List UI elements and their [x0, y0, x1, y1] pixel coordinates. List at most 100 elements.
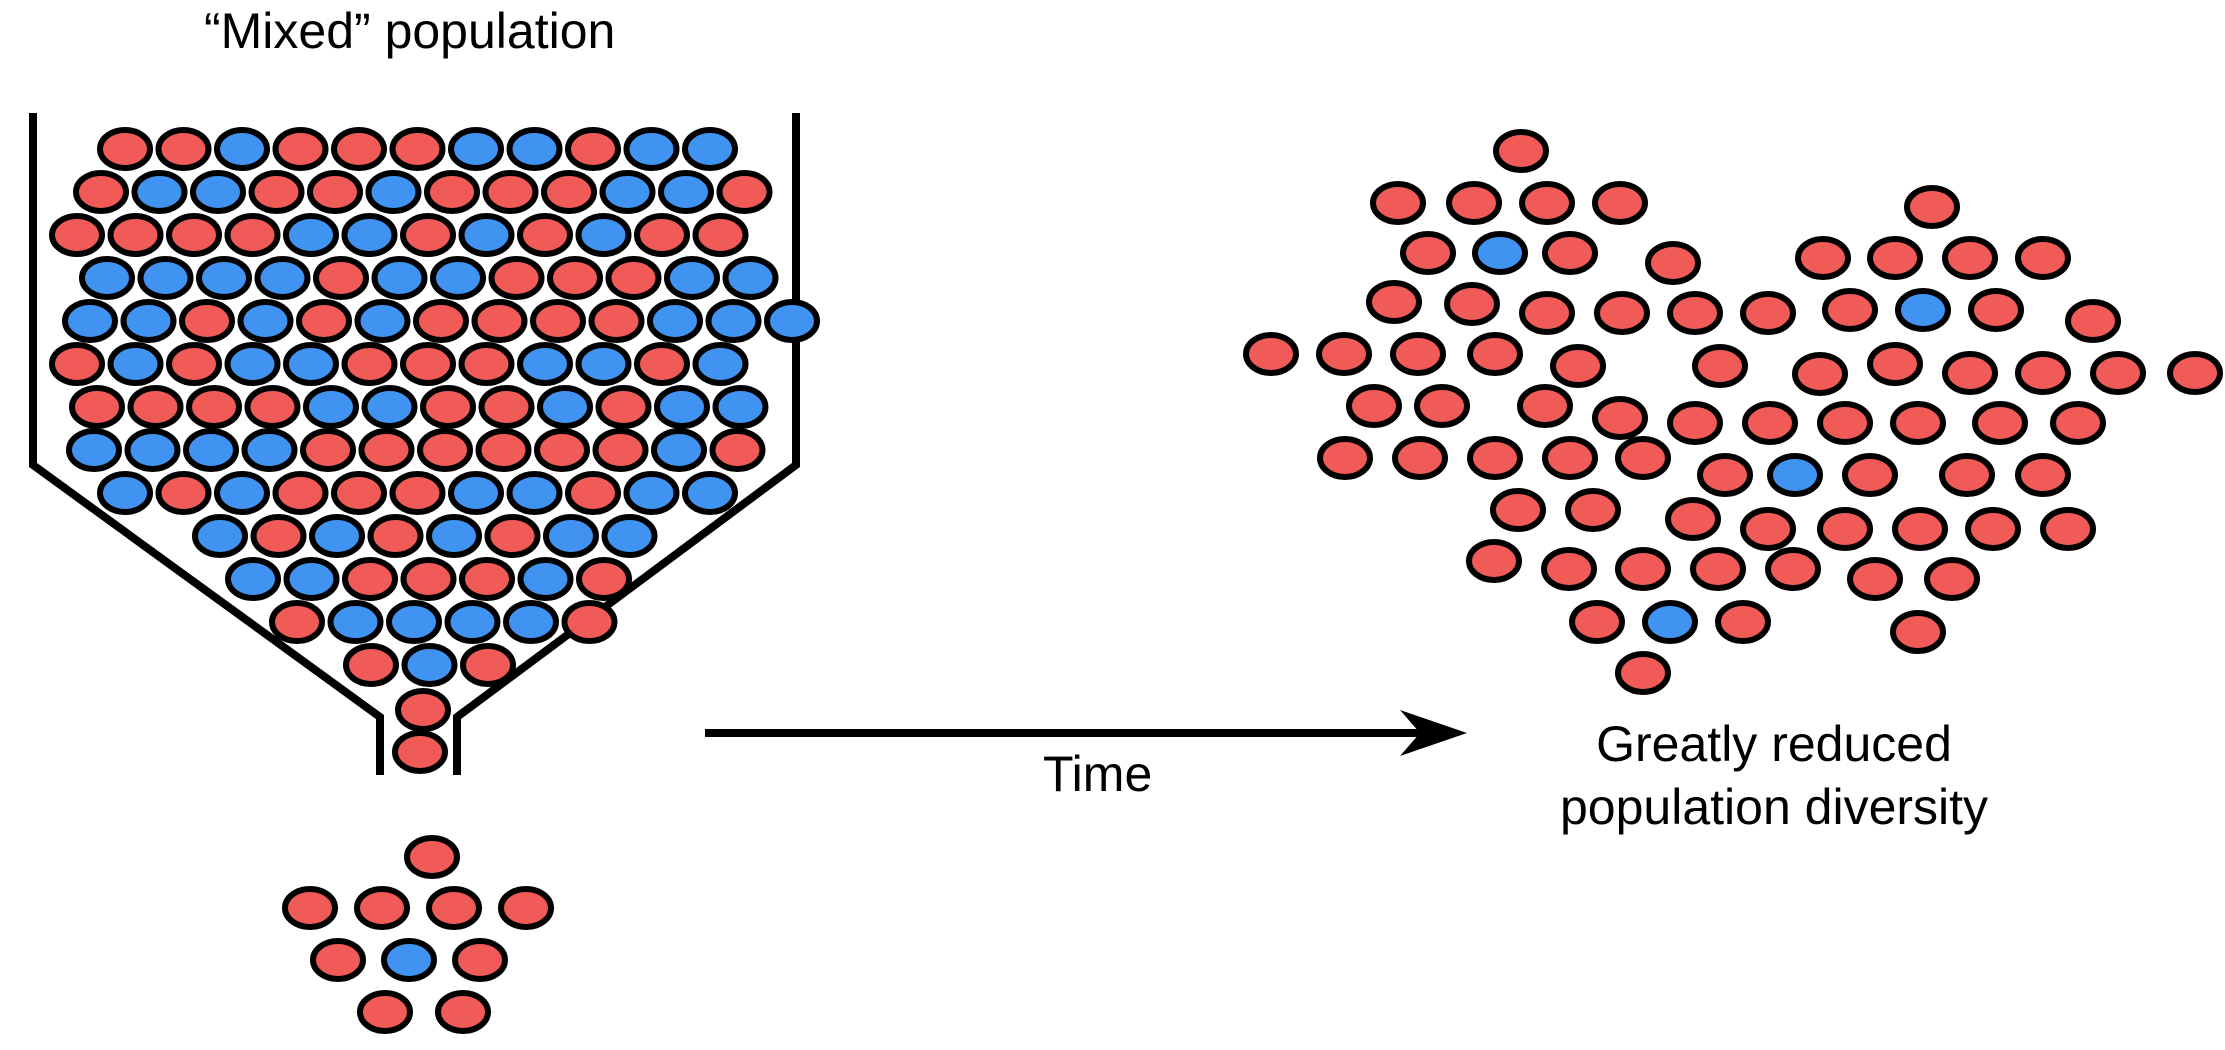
funnel-red-circle [127, 385, 184, 429]
reduced-population-red-circle [1414, 384, 1470, 428]
reduced-population-red-circle [1817, 401, 1873, 445]
funnel-blue-circle [575, 213, 632, 257]
funnel-blue-circle [448, 471, 504, 515]
reduced-population-red-circle [1942, 351, 1998, 395]
reduced-population-red-circle [2065, 299, 2121, 343]
reduced-population-red-circle [2015, 453, 2071, 497]
funnel-blue-circle [458, 213, 515, 257]
reduced-population-red-circle [1366, 280, 1422, 324]
bottleneck-output-red-circle [357, 990, 413, 1034]
funnel-blue-circle [309, 514, 365, 558]
reduced-population-red-circle [2015, 236, 2071, 280]
time-arrow-head [1400, 710, 1467, 756]
reduced-population-red-circle [1467, 332, 1523, 376]
funnel-blue-circle [444, 600, 501, 644]
reduced-population-red-circle [1690, 547, 1746, 591]
funnel-red-circle [478, 385, 535, 429]
funnel-red-circle [155, 471, 212, 515]
funnel-blue-circle [506, 127, 563, 171]
funnel-red-circle [561, 600, 618, 644]
reduced-population-red-circle [1822, 288, 1878, 332]
reduced-population-blue-circle [1472, 231, 1528, 275]
funnel-red-circle [692, 213, 749, 257]
funnel-blue-circle [658, 170, 714, 214]
funnel-red-circle [484, 514, 541, 558]
reduced-population-red-circle [1817, 507, 1873, 551]
funnel-red-circle [413, 299, 469, 343]
reduced-population-red-circle [1924, 557, 1980, 601]
funnel-blue-circle [354, 299, 411, 343]
funnel-red-circle [424, 170, 480, 214]
funnel-blue-circle [430, 256, 486, 300]
funnel-red-circle [224, 213, 281, 257]
funnel-blue-circle [183, 428, 239, 472]
bottleneck-output-blue-circle [381, 938, 437, 982]
funnel-blue-circle [506, 471, 563, 515]
funnel-blue-circle [303, 385, 359, 429]
reduced-population-red-circle [1446, 181, 1502, 225]
funnel-red-circle [417, 428, 473, 472]
funnel-blue-circle [764, 299, 820, 343]
bottleneck-output-red-circle [452, 938, 508, 982]
reduced-population-red-circle [1317, 436, 1373, 480]
reduced-population-red-circle [1243, 332, 1299, 376]
funnel-blue-circle [131, 170, 188, 214]
reduced-population-red-circle [1444, 282, 1500, 326]
funnel-blue-circle [426, 514, 482, 558]
bottleneck-output-red-circle [354, 886, 410, 930]
funnel-blue-circle [137, 256, 194, 300]
funnel-red-circle [400, 213, 456, 257]
bottleneck-output-red-circle [435, 990, 491, 1034]
funnel-blue-circle [120, 299, 177, 343]
funnel-blue-circle [692, 342, 749, 386]
funnel-red-circle [300, 428, 356, 472]
funnel-blue-circle [517, 557, 574, 601]
reduced-population-red-circle [1890, 610, 1946, 654]
funnel-red-circle [97, 127, 153, 171]
funnel-blue-circle [124, 428, 181, 472]
funnel-red-circle [534, 428, 590, 472]
funnel-blue-circle [107, 342, 164, 386]
funnel-blue-circle [214, 471, 270, 515]
funnel-red-circle [179, 299, 235, 343]
funnel-red-circle [166, 342, 222, 386]
reduced-population-red-circle [1890, 401, 1946, 445]
bottleneck-output-red-circle [498, 886, 554, 930]
funnel-red-circle [313, 256, 369, 300]
time-label: Time [1043, 746, 1153, 802]
reduced-population-red-circle [1390, 332, 1446, 376]
funnel-red-circle [488, 256, 545, 300]
funnel-blue-circle [196, 256, 252, 300]
funnel-red-circle [49, 342, 105, 386]
funnel-blue-circle [79, 256, 135, 300]
funnel-red-circle [605, 256, 662, 300]
funnel-red-circle [69, 385, 125, 429]
funnel-red-circle [517, 213, 573, 257]
reduced-population-red-circle [1904, 185, 1960, 229]
reduced-population-red-circle [1645, 241, 1701, 285]
reduced-population-red-circle [1565, 488, 1621, 532]
funnel-red-circle [272, 127, 329, 171]
funnel-red-circle [471, 299, 528, 343]
funnel-red-circle [482, 170, 539, 214]
reduced-population-red-circle [1697, 453, 1753, 497]
reduced-population-red-circle [1517, 384, 1573, 428]
funnel-red-circle [331, 127, 387, 171]
funnel-blue-circle [651, 428, 707, 472]
reduced-population-red-circle [1550, 344, 1606, 388]
reduced-population-red-circle [1519, 291, 1575, 335]
funnel-blue-circle [62, 299, 118, 343]
reduced-diversity-label-line1: Greatly reduced [1596, 716, 1952, 772]
reduced-population-red-circle [1740, 507, 1796, 551]
reduced-population-red-circle [1740, 291, 1796, 335]
funnel-blue-circle [214, 127, 270, 171]
funnel-red-circle [459, 557, 515, 601]
reduced-population-red-circle [1972, 401, 2028, 445]
funnel-blue-circle [241, 428, 298, 472]
funnel-blue-circle [283, 557, 340, 601]
reduced-population-red-circle [1667, 291, 1723, 335]
funnel-red-circle [460, 643, 516, 687]
reduced-population-blue-circle [1642, 600, 1698, 644]
funnel-red-circle [341, 342, 398, 386]
